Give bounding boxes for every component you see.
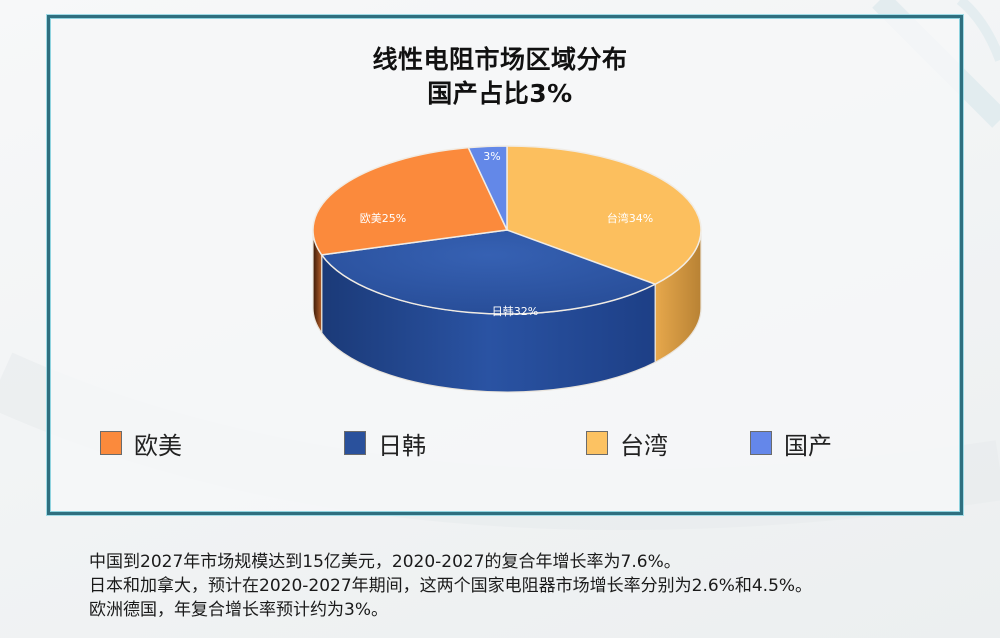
pie-slice-3 [467,145,508,231]
pie-data-label: 3% [483,150,500,163]
legend-item-rihan: 日韩 [344,425,426,461]
legend-label: 国产 [784,431,832,460]
chart-subtitle: 国产占比3% [427,79,573,108]
pie-data-labels: 台湾34% 日韩32% 欧美25% 3% [360,150,653,318]
pie-slice-1 [320,229,656,315]
notes-text: 中国到2027年市场规模达到15亿美元，2020-2027的复合年增长率为7.6… [89,550,969,622]
legend-swatch-oumei [100,431,122,455]
chart-legend: 欧美 日韩 台湾 国产 [100,425,900,465]
pie-slice-0 [506,145,702,285]
pie-slice-2 [312,146,508,256]
legend-item-guochan: 国产 [750,425,832,461]
legend-swatch-taiwan [586,431,608,455]
pie-data-label: 日韩32% [492,304,538,318]
note-line: 日本和加拿大，预计在2020-2027年期间，这两个国家电阻器市场增长率分别为2… [89,576,813,596]
legend-label: 欧美 [134,431,182,460]
note-line: 欧洲德国，年复合增长率预计约为3%。 [89,600,388,620]
pie-data-label: 欧美25% [360,212,406,225]
legend-label: 台湾 [620,431,668,460]
pie-data-label: 台湾34% [607,211,653,225]
chart-title: 线性电阻市场区域分布 [372,45,628,74]
note-line: 中国到2027年市场规模达到15亿美元，2020-2027的复合年增长率为7.6… [89,552,681,572]
pie-slices [312,145,702,315]
pie-sides [312,229,702,393]
legend-swatch-guochan [750,431,772,455]
legend-swatch-rihan [344,431,366,455]
legend-label: 日韩 [378,431,426,460]
legend-item-oumei: 欧美 [100,425,182,461]
legend-item-taiwan: 台湾 [586,425,668,461]
